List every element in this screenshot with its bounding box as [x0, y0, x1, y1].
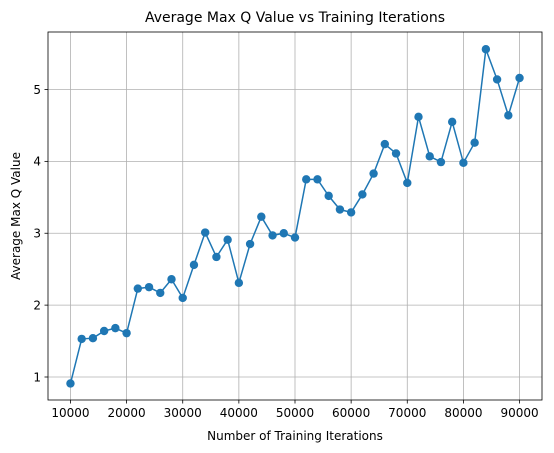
- data-point: [88, 333, 98, 343]
- data-point: [313, 175, 322, 184]
- data-point: [212, 252, 221, 262]
- data-point: [234, 278, 244, 288]
- data-point: [459, 158, 468, 168]
- data-point: [447, 117, 457, 127]
- data-point: [200, 228, 210, 237]
- data-point: [358, 190, 367, 199]
- data-point: [178, 293, 187, 303]
- data-point: [122, 328, 131, 338]
- y-tick-label: 4: [33, 155, 41, 169]
- data-point: [470, 138, 479, 147]
- y-tick-label: 2: [33, 298, 41, 312]
- data-point: [245, 239, 255, 249]
- y-tick-label: 1: [33, 370, 41, 384]
- data-point: [257, 212, 266, 221]
- tick-layer: 10000 20000 30000 40000 50000 60000 70000 80000…: [33, 83, 538, 420]
- data-point: [515, 73, 524, 83]
- series-marker-layer: [66, 45, 524, 388]
- data-point: [481, 45, 491, 54]
- y-tick-label: 3: [33, 227, 41, 241]
- data-point: [66, 379, 75, 388]
- data-point: [189, 260, 199, 270]
- data-point: [346, 208, 356, 217]
- data-point: [436, 157, 446, 167]
- grid-layer: [48, 32, 542, 400]
- data-point: [492, 75, 502, 84]
- x-tick-label: 30000: [164, 406, 202, 420]
- data-point: [335, 205, 345, 214]
- data-point: [403, 178, 412, 188]
- data-point: [99, 326, 109, 336]
- data-point: [144, 282, 154, 292]
- data-point: [425, 152, 434, 161]
- y-tick-label: 5: [33, 83, 41, 97]
- x-axis-label: Number of Training Iterations: [207, 429, 383, 443]
- data-point: [302, 175, 311, 184]
- x-tick-label: 20000: [107, 406, 145, 420]
- data-point: [324, 191, 333, 201]
- data-point: [133, 284, 143, 293]
- data-point: [167, 275, 176, 284]
- data-point: [290, 233, 300, 242]
- chart-title: Average Max Q Value vs Training Iteratio…: [145, 10, 445, 26]
- x-tick-label: 90000: [500, 406, 538, 420]
- y-axis-label: Average Max Q Value: [9, 152, 23, 280]
- data-point: [414, 112, 423, 122]
- x-tick-label: 70000: [388, 406, 426, 420]
- data-point: [279, 229, 288, 238]
- data-point: [380, 139, 390, 149]
- data-point: [268, 231, 277, 240]
- x-tick-label: 60000: [332, 406, 370, 420]
- data-point: [111, 323, 120, 333]
- data-point: [504, 111, 513, 120]
- x-tick-label: 80000: [444, 406, 482, 420]
- data-point: [156, 288, 165, 298]
- x-tick-label: 40000: [220, 406, 258, 420]
- x-tick-label: 50000: [276, 406, 314, 420]
- data-point: [369, 169, 378, 178]
- data-point: [391, 149, 401, 158]
- data-point: [223, 235, 232, 244]
- x-tick-label: 10000: [51, 406, 89, 420]
- data-point: [77, 334, 86, 344]
